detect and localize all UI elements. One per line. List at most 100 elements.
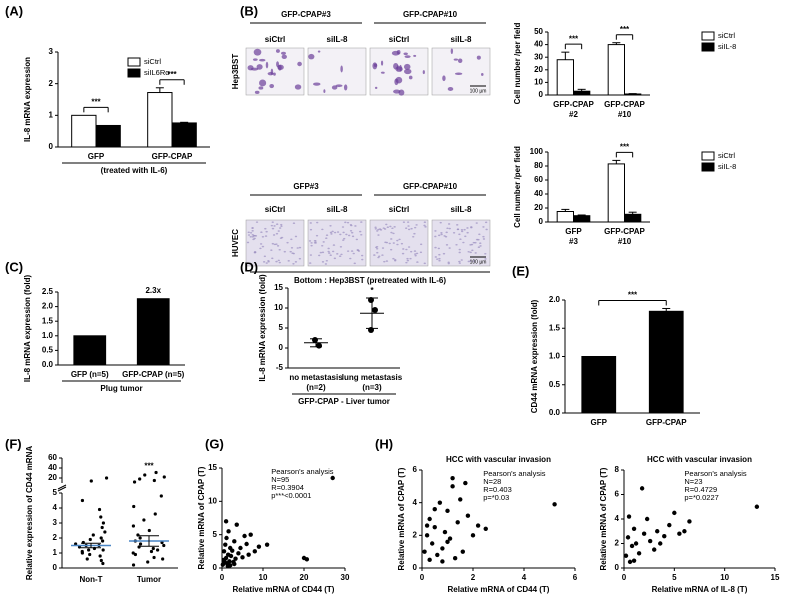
cell [349, 257, 352, 260]
cell [264, 227, 267, 230]
legend-label: siCtrl [144, 57, 161, 66]
cell [436, 258, 439, 260]
y-tick-label: 4 [53, 503, 58, 512]
cell [360, 254, 364, 257]
cell [391, 227, 394, 230]
cell [332, 244, 336, 246]
cell [380, 71, 385, 74]
legend-swatch [701, 31, 715, 41]
x-tick-label: lung metastasis [342, 373, 403, 382]
cell [400, 242, 404, 245]
cell [327, 247, 330, 250]
annotation: p=*0.03 [483, 493, 509, 502]
y-tick-label: 60 [48, 453, 57, 462]
image-header: GFP-CPAP#10 [403, 10, 458, 19]
cell [339, 245, 343, 248]
data-point [450, 475, 455, 481]
data-point [316, 342, 322, 349]
cell [438, 253, 441, 256]
data-point [138, 477, 142, 481]
cell [325, 237, 328, 240]
bar [73, 335, 107, 366]
x-tick-label: 20 [300, 573, 309, 582]
cell [292, 252, 296, 255]
y-tick-label: 6 [413, 465, 418, 474]
data-point [159, 494, 163, 498]
data-point [99, 558, 103, 563]
data-point [138, 536, 142, 540]
y-tick-label: 0 [615, 563, 620, 572]
x-tick-label: 0 [622, 573, 627, 582]
cell [331, 250, 335, 253]
panel-label: (C) [5, 259, 23, 274]
cell [286, 241, 289, 244]
cell [272, 234, 276, 236]
chart-title: HCC with vascular invasion [647, 455, 752, 464]
cell [252, 234, 256, 237]
data-point [475, 523, 481, 528]
data-point [424, 533, 430, 538]
y-tick-label: 0 [279, 343, 284, 352]
cell [338, 255, 342, 258]
y-tick-label: 10 [534, 78, 543, 87]
x-tick-note: #2 [569, 110, 578, 119]
data-point [80, 549, 84, 554]
y-tick-label: 80 [534, 161, 543, 170]
data-point [104, 476, 109, 480]
cell [434, 256, 438, 258]
data-point [432, 507, 437, 512]
bar [607, 163, 625, 223]
data-point [132, 480, 137, 484]
y-axis-label: IL-8 mRNA expression [23, 57, 32, 142]
data-point [162, 475, 166, 479]
data-point [672, 510, 677, 516]
cell [447, 261, 450, 264]
data-point [633, 541, 639, 546]
cell [413, 226, 417, 229]
data-point [440, 559, 445, 564]
cell [294, 261, 298, 263]
cell [276, 245, 280, 247]
cell [260, 231, 263, 234]
cell [323, 89, 326, 94]
cell [445, 231, 448, 234]
cell [406, 259, 410, 262]
cell [341, 226, 345, 228]
cell [386, 226, 390, 228]
data-point [430, 541, 435, 546]
cell [278, 261, 281, 264]
cell [469, 260, 472, 262]
cell [402, 221, 406, 223]
data-point [223, 555, 229, 561]
annotation: N=28 [483, 477, 501, 486]
y-tick-label: 0.0 [549, 408, 561, 417]
cell [424, 226, 427, 228]
significance: * [370, 286, 374, 295]
x-tick-label: 6 [573, 573, 578, 582]
cell [336, 231, 340, 233]
cell [289, 250, 292, 253]
cell [255, 221, 259, 223]
cell [308, 53, 315, 60]
chart-title: HCC with vascular invasion [446, 455, 551, 464]
cell [453, 58, 459, 61]
x-tick-label: 10 [720, 573, 729, 582]
cell [408, 75, 413, 80]
data-point [427, 557, 432, 563]
y-tick-label: 5 [279, 323, 284, 332]
cell [252, 58, 258, 61]
cell [317, 50, 321, 53]
x-axis-label: Relative mRNA of CD44 (T) [233, 585, 335, 594]
bar [136, 298, 170, 366]
cell [329, 254, 332, 257]
data-point [465, 513, 471, 518]
x-tick-label: 0 [420, 573, 425, 582]
group-label: (treated with IL-6) [101, 166, 168, 175]
cell [404, 68, 412, 75]
cell [254, 235, 258, 237]
cell [342, 239, 345, 241]
cell [331, 230, 334, 233]
y-axis-label: IL-8 mRNA expression (fold) [23, 275, 32, 383]
data-point [131, 563, 136, 567]
bar [556, 59, 574, 96]
